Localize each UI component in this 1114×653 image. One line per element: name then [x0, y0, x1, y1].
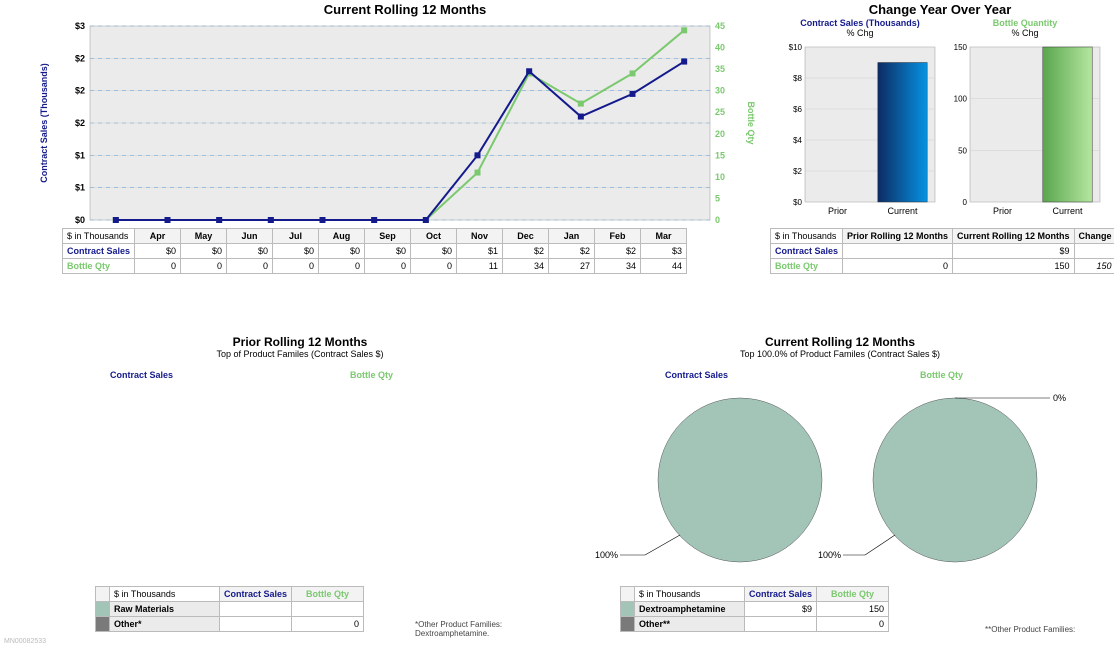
svg-text:Prior: Prior — [828, 206, 847, 216]
svg-text:Current: Current — [887, 206, 918, 216]
yoy-title: Change Year Over Year — [780, 2, 1100, 17]
svg-text:$3: $3 — [75, 21, 85, 31]
svg-text:100: 100 — [954, 95, 968, 104]
svg-text:Contract Sales (Thousands): Contract Sales (Thousands) — [39, 63, 49, 183]
yoy-left-subtitle: % Chg — [780, 28, 940, 38]
svg-text:40: 40 — [715, 43, 725, 53]
svg-text:0: 0 — [963, 198, 968, 207]
current-left-label: Contract Sales — [665, 370, 728, 380]
prior-footnote: *Other Product Families: Dextroamphetami… — [415, 620, 545, 638]
prior-right-label: Bottle Qty — [350, 370, 393, 380]
svg-text:10: 10 — [715, 172, 725, 182]
current-pies: 100% 0% 100% — [585, 385, 1085, 580]
current-pie-subtitle: Top 100.0% of Product Familes (Contract … — [600, 349, 1080, 359]
svg-text:$8: $8 — [793, 74, 802, 83]
svg-text:$1: $1 — [75, 150, 85, 160]
svg-text:$10: $10 — [789, 43, 803, 52]
main-chart-title: Current Rolling 12 Months — [60, 2, 750, 17]
current-table: $ in ThousandsContract SalesBottle QtyDe… — [620, 586, 889, 632]
svg-text:0: 0 — [715, 215, 720, 225]
svg-text:15: 15 — [715, 150, 725, 160]
yoy-left-chart: $0 $2 $4 $6 $8 $10 Prior Current — [780, 42, 940, 222]
yoy-left-title: Contract Sales (Thousands) — [780, 18, 940, 28]
prior-table: $ in ThousandsContract SalesBottle QtyRa… — [95, 586, 364, 632]
svg-text:100%: 100% — [595, 550, 618, 560]
svg-text:$2: $2 — [75, 86, 85, 96]
current-right-label: Bottle Qty — [920, 370, 963, 380]
svg-text:$1: $1 — [75, 183, 85, 193]
prior-pie-title: Prior Rolling 12 Months — [60, 335, 540, 349]
svg-text:50: 50 — [958, 146, 967, 155]
svg-text:0%: 0% — [1053, 393, 1066, 403]
svg-text:$0: $0 — [793, 198, 802, 207]
svg-text:$2: $2 — [75, 53, 85, 63]
svg-text:$0: $0 — [75, 215, 85, 225]
svg-text:100%: 100% — [818, 550, 841, 560]
svg-text:$2: $2 — [793, 167, 802, 176]
yoy-right-subtitle: % Chg — [945, 28, 1105, 38]
svg-text:150: 150 — [954, 43, 968, 52]
yoy-right-chart: 0 50 100 150 Prior Current — [945, 42, 1105, 222]
main-chart: $0 $1 $1 $2 $2 $2 $3 0 5 10 15 20 25 30 35 40 45 Contract… — [35, 18, 755, 228]
yoy-table: $ in ThousandsPrior Rolling 12 MonthsCur… — [770, 228, 1114, 274]
svg-text:Bottle Qty: Bottle Qty — [746, 101, 755, 144]
svg-text:30: 30 — [715, 86, 725, 96]
svg-text:$4: $4 — [793, 136, 802, 145]
svg-text:45: 45 — [715, 21, 725, 31]
footer-code: MN00082533 — [4, 638, 46, 645]
prior-pie-subtitle: Top of Product Familes (Contract Sales $… — [60, 349, 540, 359]
prior-left-label: Contract Sales — [110, 370, 173, 380]
svg-text:35: 35 — [715, 64, 725, 74]
current-footnote: **Other Product Families: — [985, 625, 1075, 634]
svg-text:25: 25 — [715, 107, 725, 117]
svg-text:$2: $2 — [75, 118, 85, 128]
svg-text:20: 20 — [715, 129, 725, 139]
svg-text:Prior: Prior — [993, 206, 1012, 216]
yoy-right-title: Bottle Quantity — [945, 18, 1105, 28]
current-pie-title: Current Rolling 12 Months — [600, 335, 1080, 349]
svg-text:$6: $6 — [793, 105, 802, 114]
svg-text:5: 5 — [715, 193, 720, 203]
main-data-table: $ in ThousandsAprMayJunJulAugSepOctNovDe… — [62, 228, 687, 274]
svg-text:Current: Current — [1052, 206, 1083, 216]
